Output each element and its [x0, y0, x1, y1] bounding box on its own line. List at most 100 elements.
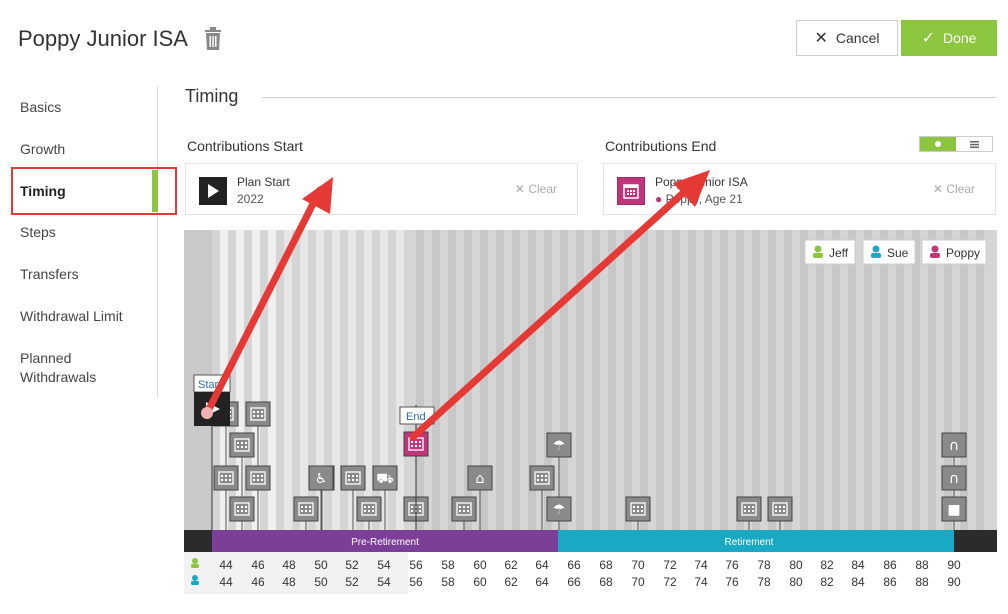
tombstone-icon: ∩: [949, 471, 959, 487]
event-calendar-icon: [529, 465, 555, 491]
timeline-stripe: [528, 230, 536, 530]
event-calendar-icon: [372, 506, 374, 508]
event-calendar-icon: [241, 510, 243, 512]
event-calendar-icon: [633, 510, 635, 512]
event-calendar-icon: [257, 411, 259, 413]
annotation-arrow: [409, 170, 710, 441]
timeline-view-icon[interactable]: [920, 137, 956, 151]
event-calendar-icon: [372, 510, 374, 512]
event-calendar-icon: [463, 506, 465, 508]
age-rows-past: [184, 552, 408, 594]
timeline-stripe: [560, 230, 568, 530]
cancel-button[interactable]: ✕ Cancel: [796, 20, 898, 56]
phase-pre-retirement: [212, 530, 558, 552]
annotation-arrow: [201, 177, 333, 419]
age-tick-label: 72: [663, 558, 677, 572]
trash-icon[interactable]: [203, 27, 223, 51]
sidebar-item-planned-withdrawals[interactable]: Planned Withdrawals: [20, 350, 97, 385]
cancel-label: Cancel: [835, 30, 880, 46]
close-icon: ✕: [814, 30, 828, 47]
event-calendar-icon: [298, 502, 314, 516]
contributions-start-card[interactable]: Plan Start 2022 ✕ Clear: [185, 163, 578, 215]
timeline-stripe: [736, 230, 744, 530]
event-calendar-icon: [237, 510, 239, 512]
event-calendar-icon: [221, 479, 223, 481]
sidebar-item-basics[interactable]: Basics: [20, 99, 62, 115]
event-calendar-icon: [411, 445, 413, 447]
age-tick-label: 68: [599, 558, 613, 572]
event-calendar-icon: [229, 496, 255, 522]
timeline-stripe: [640, 230, 648, 530]
event-calendar-icon: [368, 510, 370, 512]
age-tick-label: 50: [314, 575, 328, 589]
sidebar-item-transfers[interactable]: Transfers: [20, 266, 79, 282]
start-card-title: Plan Start: [237, 175, 290, 189]
timeline-stripe: [944, 230, 952, 530]
legend-label: Jeff: [829, 246, 849, 260]
age-tick-label: 80: [789, 575, 803, 589]
event-calendar-icon: [245, 465, 271, 491]
legend-label: Poppy: [946, 246, 980, 260]
timeline-stripe: [960, 230, 968, 530]
done-button[interactable]: ✓ Done: [901, 20, 997, 56]
event-calendar-icon: [419, 441, 421, 443]
end-marker-icon: [941, 496, 967, 522]
age-tick-label: 90: [947, 558, 961, 572]
sidebar-nav: [0, 86, 158, 398]
event-calendar-icon: [237, 446, 239, 448]
age-tick-label: 52: [345, 558, 359, 572]
sidebar-item-withdrawal-limit[interactable]: Withdrawal Limit: [20, 308, 123, 324]
timeline-stripe: [544, 230, 552, 530]
event-calendar-icon: [625, 496, 651, 522]
age-tick-label: 64: [535, 558, 549, 572]
list-view-icon[interactable]: [956, 137, 992, 151]
age-tick-label: 88: [915, 575, 929, 589]
age-tick-label: 60: [473, 575, 487, 589]
event-calendar-icon: [467, 506, 469, 508]
event-calendar-icon: [305, 510, 307, 512]
event-calendar-icon: [368, 506, 370, 508]
age-tick-label: 54: [377, 575, 391, 589]
start-marker-label: Start: [198, 379, 221, 391]
wheelchair-icon: [308, 465, 334, 491]
event-calendar-icon: [257, 475, 259, 477]
person-icon-jeff: [192, 558, 198, 564]
tombstone-icon: [941, 465, 967, 491]
timeline-stripe: [512, 230, 520, 530]
start-clear-button[interactable]: ✕ Clear: [514, 182, 557, 196]
event-calendar-icon: [218, 471, 234, 485]
event-calendar-icon: [245, 401, 271, 427]
event-calendar-icon: [463, 510, 465, 512]
timeline-stripe: [784, 230, 792, 530]
event-calendar-icon: [541, 479, 543, 481]
timeline-stripe: [432, 230, 440, 530]
person-icon-sue: [192, 575, 198, 581]
view-toggle[interactable]: [919, 136, 993, 152]
end-clear-button[interactable]: ✕ Clear: [932, 182, 975, 196]
event-calendar-icon: [419, 445, 421, 447]
play-icon: [199, 177, 227, 205]
event-calendar-icon: [411, 441, 413, 443]
age-tick-label: 86: [883, 558, 897, 572]
event-calendar-icon: [305, 506, 307, 508]
timeline-stripe: [864, 230, 872, 530]
event-calendar-icon: [456, 502, 472, 516]
timeline-stripe: [236, 230, 244, 530]
age-tick-label: 72: [663, 575, 677, 589]
sidebar-item-growth[interactable]: Growth: [20, 141, 66, 157]
timeline-stripe: [380, 230, 388, 530]
age-tick-label: 44: [219, 558, 233, 572]
legend-chip: [862, 239, 916, 265]
age-tick-label: 54: [377, 558, 391, 572]
event-calendar-icon: [748, 506, 750, 508]
person-icon: ●: [655, 192, 663, 206]
person-icon: [871, 253, 881, 258]
event-calendar-icon: [348, 475, 350, 477]
page-title: Poppy Junior ISA: [18, 26, 188, 51]
event-calendar-icon: [419, 506, 421, 508]
timeline-stripe: [928, 230, 936, 530]
sidebar-item-timing[interactable]: Timing: [20, 183, 66, 199]
annotation-highlight-box: [11, 167, 177, 215]
event-calendar-icon: [545, 475, 547, 477]
sidebar-item-steps[interactable]: Steps: [20, 224, 56, 240]
